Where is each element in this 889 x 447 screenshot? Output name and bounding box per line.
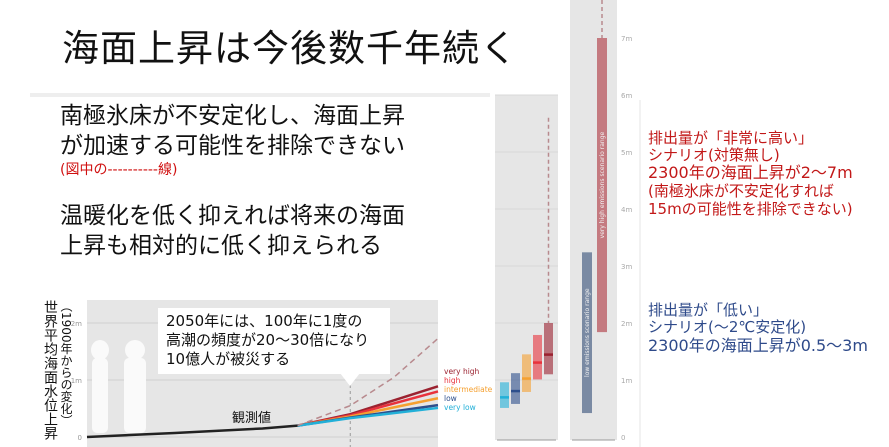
low-note-line: 排出量が「低い」: [648, 301, 769, 319]
low-note-line: シナリオ(～2℃安定化): [648, 318, 807, 336]
median-mark: [522, 377, 531, 380]
median-mark: [533, 361, 542, 364]
slide-title: 海面上昇は今後数千年続く: [62, 27, 518, 70]
range-bar-very-low: [500, 382, 509, 408]
callout-line-1: 2050年には、100年に1度の: [166, 312, 363, 330]
callout-line-2: 高潮の頻度が20～30倍になり: [166, 331, 370, 349]
legend-label: very high: [444, 367, 480, 376]
range-bar-high: [533, 334, 542, 380]
low-likelihood-dashed-line: [297, 337, 439, 427]
median-mark: [511, 389, 520, 393]
observed-line: [86, 424, 298, 439]
point-line-2: が加速する可能性を排除できない: [60, 133, 405, 159]
legend-label: very low: [444, 403, 476, 412]
y-tick-label: 1m: [71, 377, 82, 385]
high-note-line: 2300年の海面上昇が2～7m: [648, 163, 853, 182]
callout-pointer: [340, 373, 360, 386]
high-note-line: シナリオ(対策無し): [648, 146, 780, 164]
text-panel: 南極氷床が不安定化し、海面上昇 が加速する可能性を排除できない (図中の----…: [30, 93, 490, 292]
range-bar-very-high: [544, 323, 553, 375]
range-label: very high emissions scenario range: [599, 131, 606, 238]
callout-box: 2050年には、100年に1度の 高潮の頻度が20～30倍になり 10億人が被災…: [158, 308, 390, 374]
callout-line-3: 10億人が被災する: [166, 350, 291, 368]
range-bar-2300: [597, 38, 607, 333]
y-tick-label: 7m: [621, 35, 632, 43]
legend-label: low: [444, 394, 457, 403]
y-tick-label: 6m: [621, 92, 632, 100]
person-silhouette: [91, 340, 109, 360]
y-axis-subtitle: （1900年からの変化）: [59, 300, 73, 427]
range-bar-low: [511, 373, 520, 404]
person-silhouette: [125, 340, 145, 360]
dashed-line-note: (図中の----------線): [60, 162, 178, 178]
point-line-1: 南極氷床が不安定化し、海面上昇: [60, 103, 405, 129]
point-line-3: 温暖化を低く抑えれば将来の海面: [60, 203, 405, 229]
high-scenario-note: 排出量が「非常に高い」 シナリオ(対策無し) 2300年の海面上昇が2～7m (…: [648, 130, 888, 230]
y-tick-label: 4m: [621, 206, 632, 214]
y-axis-title: 世界平均海面水位上昇: [42, 300, 58, 440]
range-bar-2300: [582, 252, 592, 414]
range-label: low emissions scenario range: [584, 288, 591, 377]
y-tick-label: 5m: [621, 149, 632, 157]
observed-label: 観測値: [232, 411, 272, 426]
series-line-very-low: [297, 406, 439, 427]
legend-label: intermediate: [444, 385, 493, 394]
y-tick-label: 3m: [621, 263, 632, 271]
high-note-line: 排出量が「非常に高い」: [648, 129, 814, 147]
y-tick-label: 1m: [621, 377, 632, 385]
range-bar-intermediate: [522, 354, 531, 392]
legend-label: high: [444, 376, 461, 385]
y-tick-label: 2m: [71, 320, 82, 328]
low-scenario-note: 排出量が「低い」 シナリオ(～2℃安定化) 2300年の海面上昇が0.5～3m: [648, 302, 888, 362]
y-tick-label: 0: [621, 434, 625, 442]
median-mark: [500, 396, 509, 399]
point-line-4: 上昇も相対的に低く抑えられる: [60, 233, 382, 259]
y-tick-label: 2m: [621, 320, 632, 328]
person-silhouette: [92, 358, 108, 433]
bar-panel-2300: [570, 0, 617, 440]
median-mark: [544, 353, 553, 356]
high-note-line: (南極氷床が不安定化すれば: [648, 182, 834, 200]
high-note-line: 15mの可能性を排除できない): [648, 200, 853, 218]
low-note-line: 2300年の海面上昇が0.5～3m: [648, 336, 868, 355]
person-silhouette: [124, 358, 146, 433]
y-tick-label: 0: [78, 434, 82, 442]
